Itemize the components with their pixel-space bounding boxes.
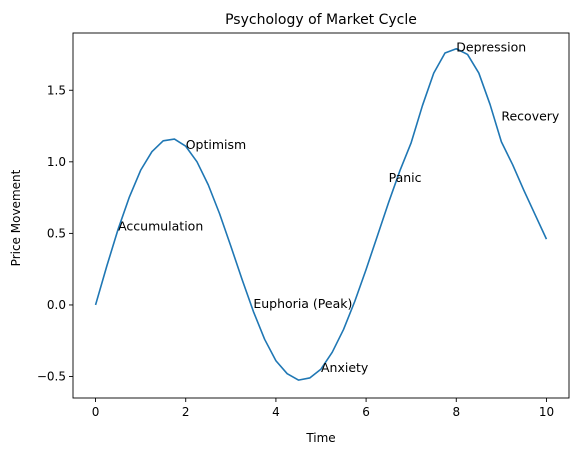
x-tick-label: 10 [539,405,554,419]
y-axis-label: Price Movement [9,169,23,266]
x-tick-label: 2 [182,405,190,419]
annotation-label: Anxiety [321,360,369,375]
y-tick-label: 0.0 [47,298,66,312]
annotation-label: Euphoria (Peak) [253,296,352,311]
y-tick-label: −0.5 [37,370,66,384]
annotation-label: Recovery [501,108,560,123]
annotation-label: Optimism [186,137,247,152]
chart-title: Psychology of Market Cycle [225,12,417,28]
x-tick-label: 6 [362,405,370,419]
x-axis-label: Time [305,431,335,445]
annotation-label: Accumulation [118,219,203,234]
annotation-label: Depression [456,40,526,55]
series-line [94,47,548,381]
plot-frame [72,32,570,399]
y-tick-label: 1.0 [47,155,66,169]
plot-area: 0 2 4 6 8 10 −0.5 0.0 0.5 1.0 1.5 Accumulation Optim… [37,32,570,419]
y-tick-label: 1.5 [47,83,66,97]
x-tick-label: 4 [272,405,280,419]
x-tick-label: 8 [452,405,460,419]
x-tick-label: 0 [92,405,100,419]
y-tick-label: 0.5 [47,226,66,240]
annotation-label: Panic [389,170,422,185]
